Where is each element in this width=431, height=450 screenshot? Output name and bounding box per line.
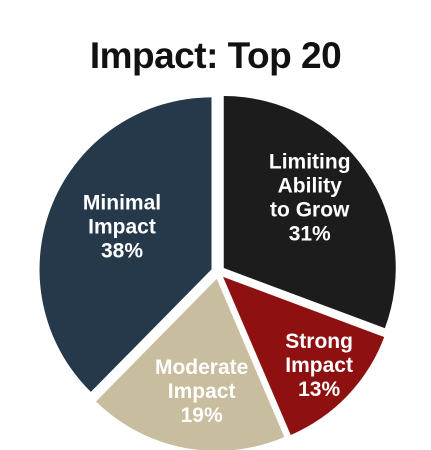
slice-value-label: 38%	[101, 240, 143, 263]
pie-slice-4	[39, 97, 212, 392]
slice-category-label: Impact	[88, 216, 156, 239]
slice-value-label: 31%	[289, 222, 331, 245]
slice-category-label: Impact	[285, 354, 353, 377]
pie-labels: Limiting Ability to Grow 31%Strong Impact 13%…	[83, 150, 353, 426]
pie-slice-1	[223, 96, 396, 329]
slice-category-label: Moderate	[155, 356, 248, 379]
slice-label-3: Moderate Impact 19%	[155, 356, 248, 427]
slice-label-1: Limiting Ability to Grow 31%	[269, 150, 351, 245]
slice-value-label: 19%	[181, 404, 223, 427]
slice-category-label: Minimal	[83, 192, 161, 215]
slice-label-4: Minimal Impact 38%	[83, 192, 161, 263]
pie-slices	[39, 96, 396, 450]
slice-category-label: to Grow	[270, 198, 350, 221]
slice-label-2: Strong Impact 13%	[285, 330, 353, 401]
slice-category-label: Ability	[278, 174, 342, 197]
slice-category-label: Impact	[168, 380, 236, 403]
slice-category-label: Limiting	[269, 150, 351, 173]
pie-slice-2	[223, 276, 385, 435]
slice-value-label: 13%	[298, 378, 340, 401]
pie-slice-3	[96, 278, 285, 450]
slice-category-label: Strong	[285, 330, 353, 353]
chart-title: Impact: Top 20	[89, 35, 342, 76]
